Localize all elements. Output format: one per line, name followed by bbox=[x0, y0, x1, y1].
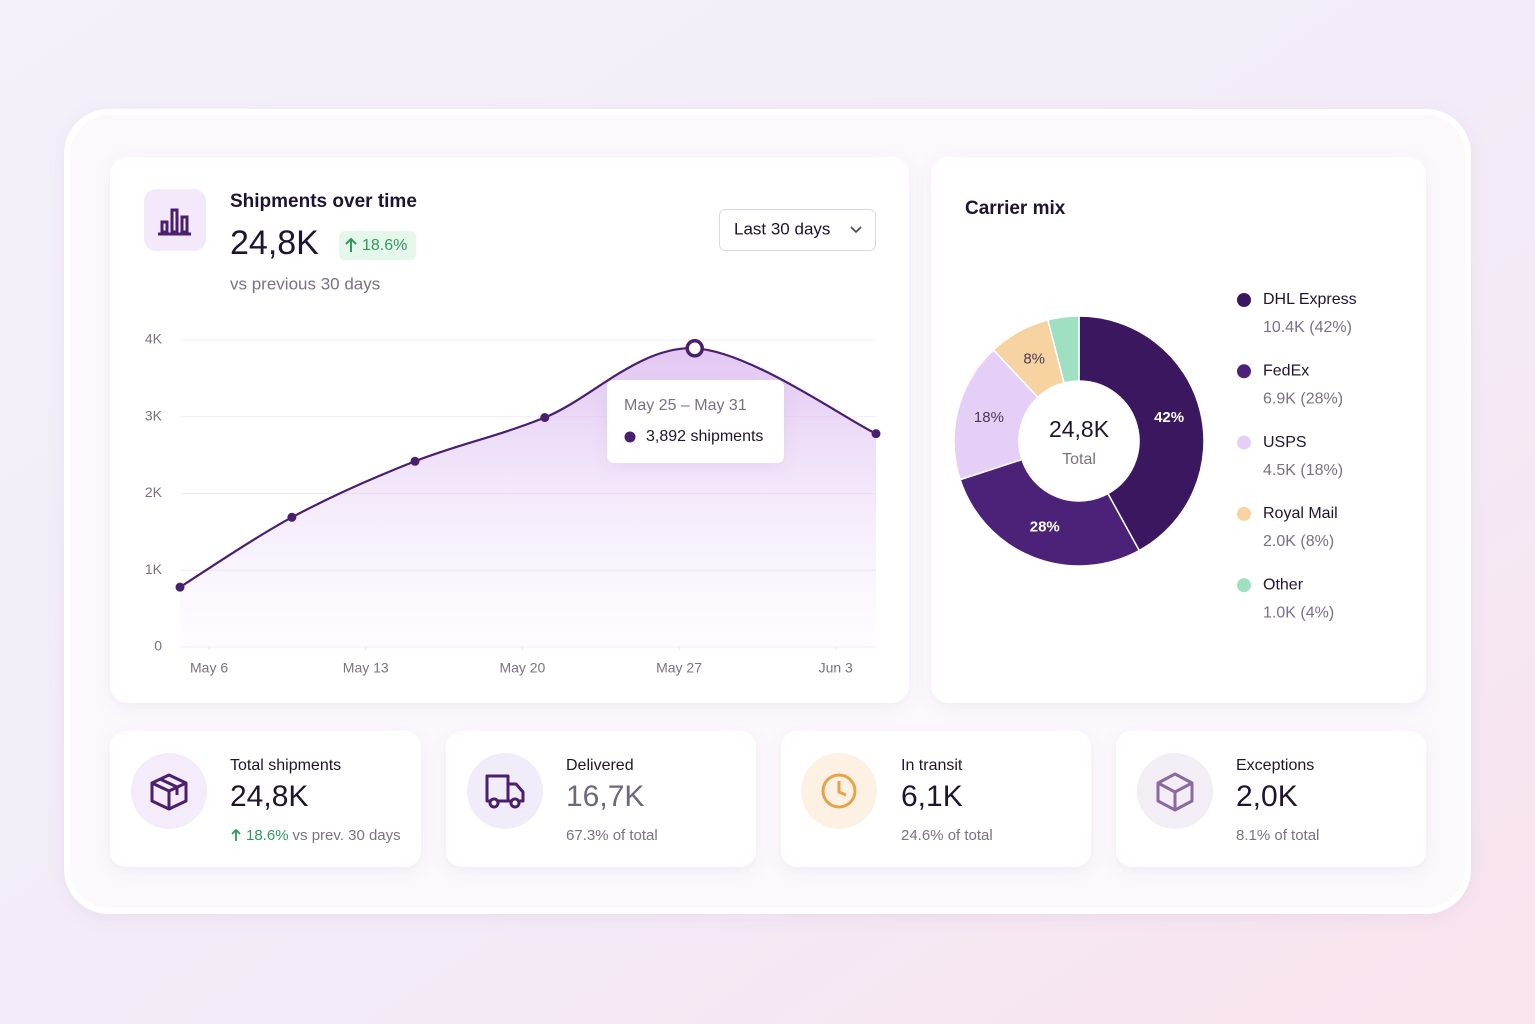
tooltip-value: 3,892 shipments bbox=[646, 428, 763, 445]
kpi-value: 16,7K bbox=[566, 780, 644, 813]
point bbox=[287, 512, 297, 522]
y-tick-label: 4K bbox=[145, 331, 163, 347]
kpi-label: Exceptions bbox=[1236, 757, 1314, 774]
bar-icon bbox=[158, 208, 191, 236]
y-tick-label: 3K bbox=[145, 407, 163, 423]
donut-hole bbox=[1020, 382, 1138, 500]
point bbox=[871, 429, 881, 439]
change-value: 18.6% bbox=[362, 237, 407, 254]
change-badge bbox=[339, 231, 416, 260]
legend-dot bbox=[1237, 435, 1251, 450]
kpi-value: 2,0K bbox=[1236, 780, 1298, 813]
legend-label: Other bbox=[1263, 576, 1304, 593]
tooltip-title: May 25 – May 31 bbox=[624, 397, 747, 414]
x-tick-label: Jun 3 bbox=[819, 660, 853, 676]
slice-label: 18% bbox=[974, 409, 1004, 426]
legend-label: FedEx bbox=[1263, 363, 1309, 380]
tooltip bbox=[607, 380, 784, 463]
legend-detail: 1.0K (4%) bbox=[1263, 604, 1334, 621]
x-tick-label: May 27 bbox=[656, 660, 702, 676]
card-title: Shipments over time bbox=[230, 191, 417, 212]
highlight-point bbox=[685, 339, 704, 358]
x-tick-label: May 6 bbox=[190, 660, 228, 676]
kpi-label: Total shipments bbox=[230, 757, 341, 774]
center-value: 24,8K bbox=[1049, 416, 1110, 442]
legend-detail: 4.5K (18%) bbox=[1263, 462, 1343, 479]
pie-slice bbox=[959, 458, 1141, 567]
up-arrow bbox=[345, 237, 357, 252]
legend-dot bbox=[1237, 364, 1251, 379]
slice-label: 42% bbox=[1154, 409, 1184, 426]
legend-dot bbox=[1237, 506, 1251, 521]
y-tick-label: 0 bbox=[154, 638, 162, 654]
icon-circle bbox=[467, 753, 543, 829]
line bbox=[179, 347, 877, 589]
point bbox=[540, 413, 550, 423]
icon-tile bbox=[144, 189, 206, 251]
kpi-value: 6,1K bbox=[901, 780, 963, 813]
kpi-value: 24,8K bbox=[230, 780, 308, 813]
point bbox=[410, 456, 420, 466]
legend-detail: 10.4K (42%) bbox=[1263, 319, 1352, 336]
package-icon bbox=[1156, 772, 1194, 812]
kpi-note: 24.6% of total bbox=[901, 827, 993, 844]
up-arrow bbox=[231, 828, 241, 841]
legend-detail: 6.9K (28%) bbox=[1263, 391, 1343, 408]
truck-icon bbox=[485, 774, 525, 809]
y-tick-label: 2K bbox=[145, 484, 163, 500]
box-icon bbox=[150, 773, 188, 811]
range-dropdown[interactable] bbox=[719, 209, 876, 251]
kpi-label: In transit bbox=[901, 757, 963, 774]
clock-icon bbox=[821, 773, 857, 809]
legend-label: Royal Mail bbox=[1263, 505, 1338, 522]
legend-detail: 2.0K (8%) bbox=[1263, 533, 1334, 550]
subtitle: vs previous 30 days bbox=[230, 274, 380, 293]
x-tick-label: May 20 bbox=[499, 660, 545, 676]
tooltip-dot bbox=[624, 431, 636, 443]
x-tick-label: May 13 bbox=[343, 660, 389, 676]
metric-value: 24,8K bbox=[230, 224, 319, 262]
kpi-label: Delivered bbox=[566, 757, 634, 774]
dropdown-label[interactable]: Last 30 days bbox=[734, 219, 830, 238]
legend-dot bbox=[1237, 578, 1251, 593]
legend-label: USPS bbox=[1263, 434, 1307, 451]
center-label: Total bbox=[1062, 451, 1096, 468]
card-title: Carrier mix bbox=[965, 198, 1066, 219]
pie-slice bbox=[1046, 315, 1080, 384]
kpi-change: 18.6% bbox=[246, 827, 289, 844]
y-tick-label: 1K bbox=[145, 561, 163, 577]
legend-dot bbox=[1237, 293, 1251, 307]
slice-label: 28% bbox=[1030, 518, 1060, 535]
legend-label: DHL Express bbox=[1263, 291, 1357, 308]
point bbox=[175, 582, 185, 592]
kpi-note: 67.3% of total bbox=[566, 827, 658, 844]
kpi-note: 8.1% of total bbox=[1236, 827, 1319, 844]
pie-slice bbox=[1078, 315, 1205, 552]
chevron bbox=[850, 226, 862, 234]
slice-label: 8% bbox=[1023, 350, 1045, 367]
kpi-note: vs prev. 30 days bbox=[293, 827, 401, 844]
pie-slice bbox=[953, 348, 1039, 481]
